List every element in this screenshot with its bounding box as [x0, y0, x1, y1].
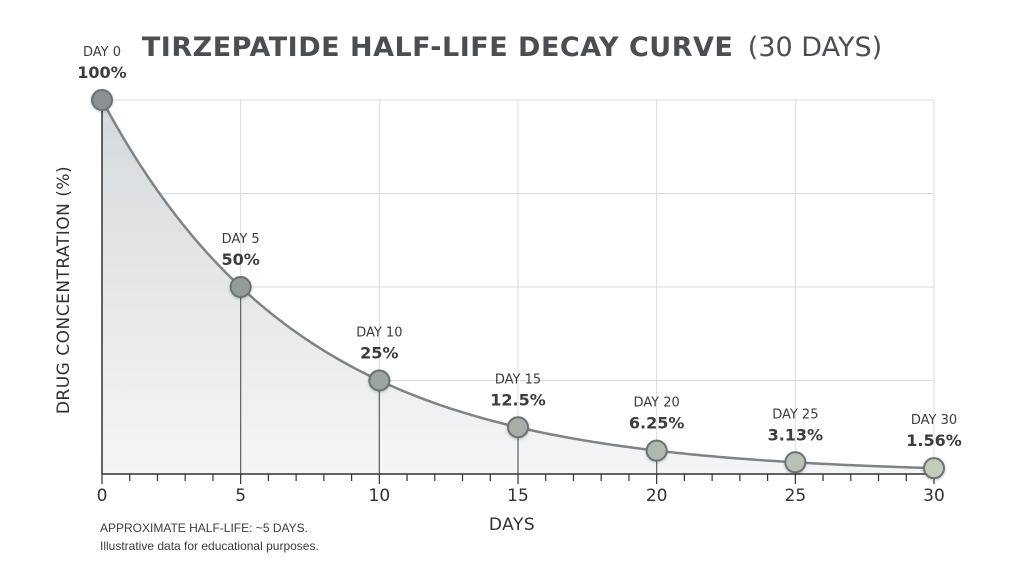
data-point-marker	[229, 276, 252, 298]
point-day-label: DAY 25	[772, 407, 818, 422]
x-tick-label: 25	[785, 486, 807, 506]
point-value-label: 12.5%	[490, 390, 546, 409]
point-value-label: 50%	[222, 250, 260, 269]
point-value-label: 6.25%	[629, 414, 685, 433]
chart-title-main: TIRZEPATIDE HALF-LIFE DECAY CURVE	[142, 32, 733, 63]
point-day-label: DAY 30	[911, 413, 957, 428]
data-point-marker	[507, 416, 529, 439]
data-labels: DAY 0 100% DAY 5 50% DAY 10 25% DAY 15 12.5% DAY…	[77, 45, 961, 450]
chart-title-sub: (30 DAYS)	[748, 32, 882, 63]
x-tick-label: 30	[923, 486, 945, 506]
y-axis-title: DRUG CONCENTRATION (%)	[54, 166, 74, 414]
point-day-label: DAY 0	[83, 45, 121, 60]
x-tick-label: 10	[369, 486, 391, 506]
point-value-label: 25%	[360, 344, 398, 363]
point-value-label: 100%	[77, 63, 126, 82]
data-point-marker	[784, 451, 807, 474]
point-day-label: DAY 5	[222, 232, 260, 247]
point-day-label: DAY 20	[634, 396, 680, 411]
note-half-life: APPROXIMATE HALF-LIFE: ~5 DAYS.	[100, 521, 308, 535]
point-value-label: 3.13%	[768, 425, 824, 444]
axes	[101, 100, 935, 484]
x-axis-title: DAYS	[489, 515, 535, 535]
note-disclaimer: Illustrative data for educational purpos…	[100, 539, 319, 553]
area-fill	[102, 100, 934, 474]
x-tick-label: 0	[97, 486, 108, 506]
data-point-marker	[91, 89, 113, 111]
point-day-label: DAY 10	[356, 326, 402, 341]
data-markers	[91, 89, 945, 480]
x-tick-label: 20	[646, 486, 668, 506]
chart-title: TIRZEPATIDE HALF-LIFE DECAY CURVE (30 DA…	[142, 32, 882, 63]
data-point-marker	[923, 457, 945, 480]
x-tick-label: 5	[235, 486, 246, 506]
data-point-marker	[645, 439, 668, 462]
data-point-marker	[368, 369, 391, 392]
x-tick-label: 15	[507, 486, 529, 506]
point-value-label: 1.56%	[906, 431, 962, 450]
x-tick-labels: 0 5 10 15 20 25 30	[97, 486, 945, 506]
point-day-label: DAY 15	[495, 372, 541, 387]
